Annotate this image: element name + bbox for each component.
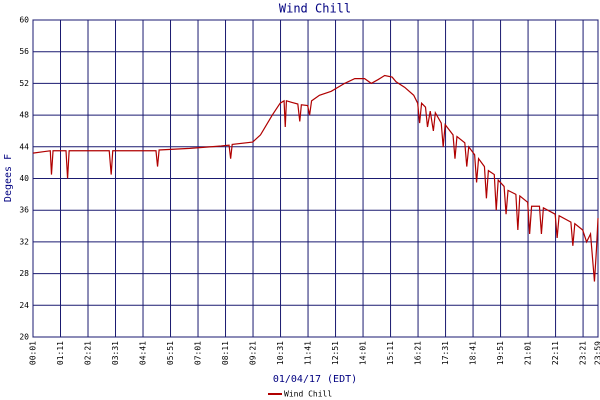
y-tick-label: 24 — [19, 301, 29, 310]
x-tick-label: 21:01 — [524, 341, 533, 365]
x-tick-label: 01:11 — [56, 341, 65, 365]
x-tick-label: 02:21 — [84, 341, 93, 365]
y-tick-label: 36 — [19, 206, 29, 215]
x-tick-label: 22:11 — [551, 341, 560, 365]
x-tick-label: 17:31 — [441, 341, 450, 365]
x-tick-label: 23:21 — [579, 341, 588, 365]
chart-title: Wind Chill — [279, 2, 351, 16]
x-tick-label: 08:11 — [221, 341, 230, 365]
x-tick-label: 05:51 — [166, 341, 175, 365]
y-tick-label: 40 — [19, 174, 29, 183]
x-tick-label: 16:21 — [414, 341, 423, 365]
x-tick-label: 00:01 — [29, 341, 38, 365]
x-tick-label: 15:11 — [386, 341, 395, 365]
x-tick-label: 14:01 — [359, 341, 368, 365]
y-tick-label: 28 — [19, 269, 29, 278]
y-tick-label: 60 — [19, 16, 29, 25]
y-tick-label: 20 — [19, 333, 29, 342]
x-tick-label: 11:41 — [304, 341, 313, 365]
x-tick-label: 12:51 — [331, 341, 340, 365]
data-line — [32, 74, 599, 282]
x-tick-label: 04:41 — [139, 341, 148, 365]
y-tick-label: 32 — [19, 237, 29, 246]
y-tick-label: 56 — [19, 47, 29, 56]
x-tick-label: 03:31 — [111, 341, 120, 365]
y-tick-label: 52 — [19, 79, 29, 88]
y-tick-label: 44 — [19, 142, 29, 151]
x-tick-label: 19:51 — [496, 341, 505, 365]
x-tick-label: 10:31 — [276, 341, 285, 365]
x-tick-label: 09:21 — [249, 341, 258, 365]
x-tick-label: 23:59 — [594, 341, 600, 365]
x-tick-label: 18:41 — [469, 341, 478, 365]
y-tick-label: 48 — [19, 111, 29, 120]
x-axis-label: 01/04/17 (EDT) — [273, 374, 357, 385]
legend-label: Wind Chill — [284, 390, 332, 399]
x-tick-label: 07:01 — [194, 341, 203, 365]
y-axis-label: Degees F — [3, 154, 14, 202]
